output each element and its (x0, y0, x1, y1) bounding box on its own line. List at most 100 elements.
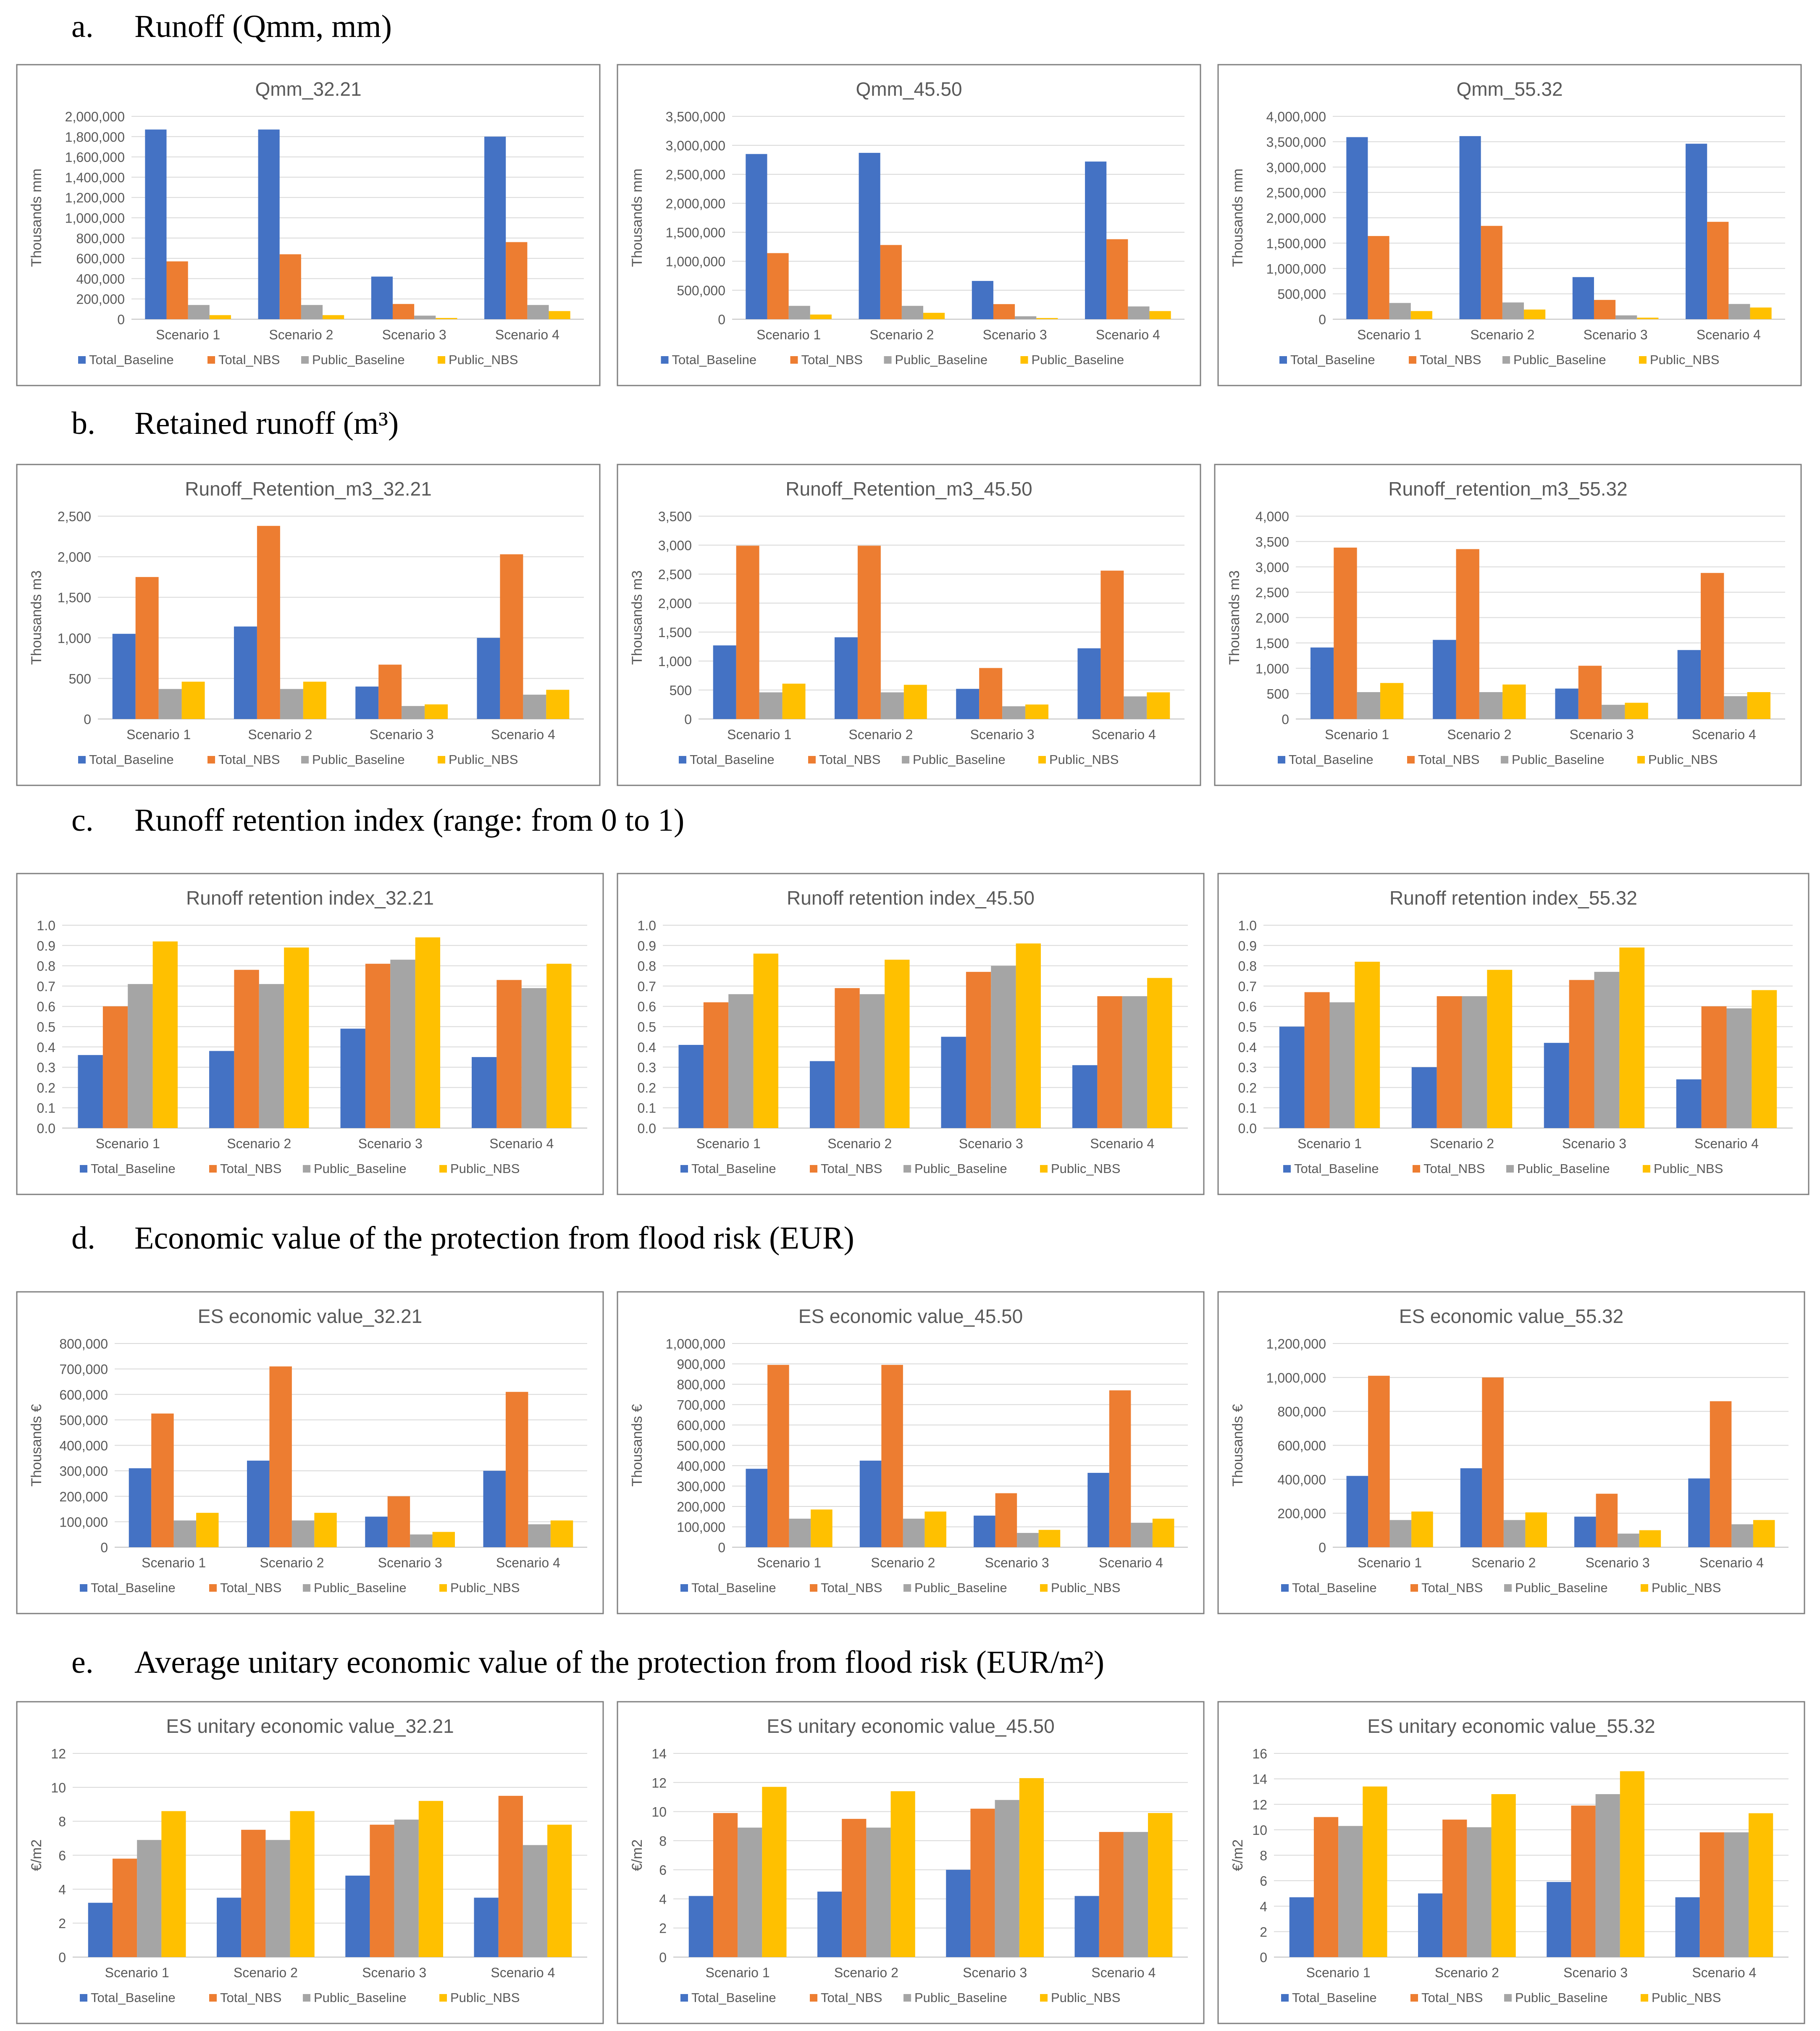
bar-public-nbs (810, 314, 832, 319)
y-tick-label: 4,000 (1255, 509, 1289, 524)
section-heading-a: a. Runoff (Qmm, mm) (71, 8, 392, 45)
bar-public-nbs (549, 311, 570, 319)
x-tick-label: Scenario 3 (1586, 1555, 1650, 1570)
x-tick-label: Scenario 1 (105, 1965, 169, 1980)
y-tick-label: 500,000 (677, 1438, 725, 1454)
y-tick-label: 14 (1252, 1772, 1267, 1787)
bar-total-baseline (956, 689, 980, 719)
bar-total-baseline (1346, 137, 1368, 319)
y-tick-label: 1,000,000 (666, 254, 725, 269)
y-tick-label: 2,500 (1255, 585, 1289, 600)
bar-public-nbs (284, 947, 309, 1128)
x-tick-label: Scenario 1 (756, 327, 821, 342)
bar-total-nbs (970, 1808, 995, 1957)
y-tick-label: 10 (51, 1780, 66, 1795)
bar-total-nbs (993, 304, 1015, 319)
x-tick-label: Scenario 2 (834, 1965, 898, 1980)
bar-public-nbs (314, 1513, 337, 1547)
legend-label: Total_Baseline (91, 1580, 176, 1595)
x-tick-label: Scenario 3 (970, 727, 1035, 742)
y-tick-label: 200,000 (59, 1489, 108, 1504)
legend-label: Total_NBS (819, 752, 880, 767)
legend-swatch (1040, 1994, 1048, 2002)
legend-label: Total_NBS (218, 752, 280, 767)
chart-title: Runoff_Retention_m3_45.50 (785, 478, 1032, 500)
legend-label: Total_Baseline (691, 1580, 776, 1595)
bar-total-nbs (1701, 1006, 1727, 1128)
legend-label: Total_NBS (821, 1161, 882, 1176)
section-letter: b. (71, 406, 95, 441)
x-tick-label: Scenario 3 (358, 1136, 423, 1151)
y-tick-label: 0.9 (37, 938, 55, 953)
y-tick-label: 1,000,000 (666, 1336, 725, 1351)
bar-total-nbs (387, 1496, 410, 1547)
y-tick-label: 400,000 (76, 271, 125, 286)
chart-panel-d1: ES economic value_32.21 Thousands € 0 100,0… (16, 1291, 604, 1614)
y-tick-label: 3,000,000 (1266, 160, 1326, 175)
bar-total-nbs (1569, 980, 1594, 1128)
bar-total-nbs (1594, 300, 1616, 319)
y-tick-label: 1,500 (658, 625, 692, 640)
legend-label: Public_Baseline (1512, 752, 1605, 767)
legend-label: Total_Baseline (1290, 352, 1375, 367)
bar-total-nbs (1368, 236, 1389, 319)
bar-total-baseline (810, 1061, 835, 1128)
bar-total-baseline (1688, 1478, 1710, 1547)
y-tick-label: 0.4 (638, 1040, 656, 1055)
bar-total-nbs (241, 1829, 266, 1957)
bar-public-nbs (1749, 1813, 1773, 1957)
chart-svg: Runoff retention index_45.50 0.0 0.1 0.2 0.3… (617, 873, 1205, 1195)
y-tick-label: 200,000 (76, 292, 125, 307)
x-tick-label: Scenario 1 (1306, 1965, 1371, 1980)
bar-total-nbs (151, 1413, 174, 1547)
y-tick-label: 14 (651, 1746, 667, 1761)
legend-swatch (1639, 356, 1647, 364)
bar-total-baseline (340, 1029, 365, 1128)
y-tick-label: 3,500,000 (666, 109, 725, 124)
bar-public-baseline (1123, 1832, 1148, 1957)
y-tick-label: 0.8 (1238, 959, 1257, 974)
bar-public-baseline (188, 305, 210, 319)
x-tick-label: Scenario 2 (869, 327, 934, 342)
y-tick-label: 0.2 (1238, 1080, 1257, 1095)
chart-svg: Runoff_retention_m3_55.32 Thousands m3 0 50… (1214, 464, 1802, 786)
bar-public-baseline (1502, 302, 1524, 319)
bar-public-nbs (1038, 1530, 1061, 1547)
bar-total-baseline (817, 1892, 842, 1957)
bar-total-baseline (1572, 277, 1594, 319)
legend-label: Public_Baseline (314, 1580, 407, 1595)
y-tick-label: 0.3 (638, 1060, 656, 1075)
bar-total-nbs (1456, 549, 1479, 719)
bar-public-nbs (1750, 307, 1772, 319)
legend-swatch (1502, 356, 1510, 364)
bar-public-nbs (181, 682, 205, 719)
legend-label: Public_NBS (450, 1580, 520, 1595)
bar-total-nbs (1099, 1832, 1124, 1957)
y-tick-label: 0.3 (37, 1060, 55, 1075)
x-tick-label: Scenario 2 (1447, 727, 1511, 742)
bar-public-nbs (1752, 990, 1777, 1128)
bar-total-nbs (881, 1364, 903, 1547)
bar-total-baseline (355, 686, 379, 719)
y-axis-label: Thousands € (629, 1404, 645, 1487)
y-tick-label: 400,000 (1277, 1472, 1326, 1487)
bar-total-baseline (972, 281, 993, 319)
x-tick-label: Scenario 2 (1430, 1136, 1494, 1151)
legend-label: Public_Baseline (913, 752, 1006, 767)
bar-total-nbs (736, 546, 759, 719)
y-tick-label: 0.6 (638, 999, 656, 1014)
bar-public-baseline (414, 315, 436, 319)
chart-svg: Runoff_Retention_m3_45.50 Thousands m3 0 50… (617, 464, 1201, 786)
y-tick-label: 0.6 (37, 999, 55, 1014)
bar-public-baseline (523, 695, 546, 719)
chart-title: ES unitary economic value_55.32 (1367, 1715, 1655, 1737)
bar-total-nbs (1109, 1390, 1131, 1547)
x-tick-label: Scenario 4 (1694, 1136, 1759, 1151)
x-tick-label: Scenario 1 (1325, 727, 1389, 742)
chart-svg: Qmm_45.50 Thousands mm 0 500,000 1,000,000 1,… (617, 64, 1201, 386)
legend-swatch (1641, 1584, 1648, 1592)
legend-swatch (301, 756, 309, 764)
legend-swatch (810, 1994, 817, 2002)
y-tick-label: 0.8 (37, 959, 55, 974)
bar-public-baseline (523, 1845, 548, 1957)
